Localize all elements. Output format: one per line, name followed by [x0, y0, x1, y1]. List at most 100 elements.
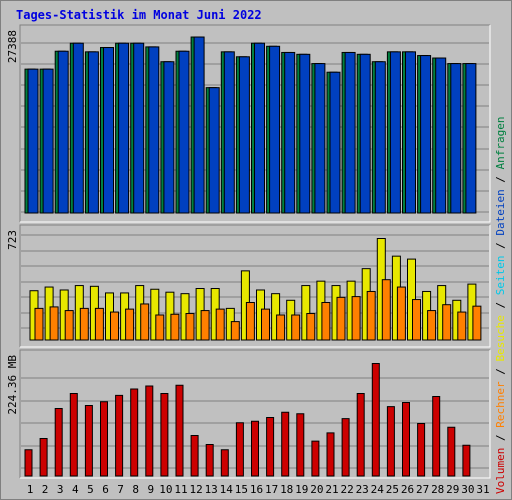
bar-volumen-day-23 [356, 393, 365, 477]
bar-volumen-day-27 [417, 423, 426, 477]
x-tick-label-day-19: 19 [295, 483, 308, 496]
bar-dateien-day-14 [223, 51, 235, 214]
bar-rechner-day-2 [49, 306, 59, 341]
bar-dateien-day-10 [163, 61, 175, 214]
bar-rechner-day-18 [291, 314, 301, 341]
bar-dateien-day-23 [359, 53, 371, 214]
bar-dateien-day-5 [87, 51, 99, 214]
bar-dateien-day-18 [284, 51, 296, 214]
bar-rechner-day-19 [306, 313, 316, 341]
x-tick-label-day-11: 11 [174, 483, 187, 496]
bar-rechner-day-22 [351, 296, 361, 341]
bar-volumen-day-25 [386, 406, 395, 477]
y-value-label-middle: 723 [6, 230, 19, 250]
bar-rechner-day-9 [155, 314, 165, 341]
bar-rechner-day-13 [215, 308, 225, 341]
panel-top-highlight [20, 25, 491, 223]
bar-dateien-day-19 [299, 53, 311, 214]
bar-dateien-day-8 [133, 42, 145, 214]
bar-rechner-day-1 [34, 307, 44, 341]
bar-volumen-day-14 [220, 449, 229, 477]
x-tick-label-day-14: 14 [220, 483, 234, 496]
bar-volumen-day-7 [115, 394, 124, 477]
x-tick-label-day-22: 22 [340, 483, 353, 496]
bar-volumen-day-3 [54, 408, 63, 477]
bar-rechner-day-14 [230, 321, 240, 341]
bar-dateien-day-29 [450, 63, 462, 214]
bar-rechner-day-3 [64, 310, 74, 341]
bar-dateien-day-3 [57, 50, 69, 214]
x-tick-label-day-5: 5 [87, 483, 94, 496]
bar-volumen-day-4 [69, 393, 78, 477]
panel-middle-highlight [20, 225, 491, 348]
bar-dateien-day-9 [148, 46, 160, 214]
panel-top-shadow [19, 24, 490, 222]
bar-dateien-day-25 [389, 51, 401, 214]
bar-rechner-day-21 [336, 296, 346, 341]
bar-volumen-day-16 [251, 420, 259, 477]
x-tick-label-day-1: 1 [27, 483, 34, 496]
bar-volumen-day-21 [326, 432, 335, 477]
chart-title: Tages-Statistik im Monat Juni 2022 [16, 8, 262, 22]
legend-item-volumen: Volumen [494, 448, 507, 494]
bar-dateien-day-7 [118, 42, 130, 214]
bar-dateien-day-21 [329, 71, 341, 214]
legend-separator: / [494, 169, 507, 189]
bar-volumen-day-18 [281, 411, 290, 477]
bar-besuche-day-19 [301, 285, 311, 341]
bar-volumen-day-29 [447, 426, 456, 477]
bar-dateien-day-15 [238, 56, 250, 214]
x-tick-label-day-20: 20 [310, 483, 323, 496]
bar-volumen-day-17 [266, 417, 275, 477]
x-tick-label-day-3: 3 [57, 483, 64, 496]
bar-dateien-day-20 [314, 63, 326, 214]
bar-rechner-day-11 [185, 313, 195, 341]
bar-dateien-day-4 [72, 42, 84, 214]
bar-dateien-day-17 [269, 45, 281, 214]
legend-separator: / [494, 428, 507, 448]
bar-rechner-day-26 [412, 299, 421, 341]
bar-volumen-day-9 [145, 385, 154, 477]
legend-separator: / [494, 362, 507, 382]
bar-volumen-day-24 [371, 363, 380, 477]
bar-rechner-day-17 [276, 314, 286, 341]
legend-separator: / [494, 295, 507, 315]
bar-dateien-day-24 [374, 61, 386, 214]
x-tick-label-day-4: 4 [72, 483, 79, 496]
x-tick-label-day-15: 15 [235, 483, 248, 496]
bar-volumen-day-5 [84, 405, 93, 477]
bar-dateien-day-16 [254, 42, 265, 214]
x-tick-label-day-8: 8 [132, 483, 139, 496]
bar-dateien-day-11 [178, 50, 190, 214]
panel-bottom-shadow [19, 349, 490, 478]
bar-dateien-day-12 [193, 36, 205, 214]
x-tick-label-day-9: 9 [147, 483, 154, 496]
bar-dateien-day-27 [420, 55, 432, 214]
x-tick-label-day-18: 18 [280, 483, 293, 496]
bar-rechner-day-10 [170, 313, 180, 341]
bar-rechner-day-27 [427, 310, 437, 341]
y-value-label-top: 27388 [6, 30, 19, 63]
x-tick-label-day-12: 12 [189, 483, 202, 496]
bar-volumen-day-26 [402, 402, 410, 477]
legend-item-dateien: Dateien [494, 189, 507, 235]
bar-rechner-day-29 [457, 311, 467, 341]
legend-separator: / [494, 236, 507, 256]
x-tick-label-day-30: 30 [461, 483, 474, 496]
x-tick-label-day-13: 13 [205, 483, 218, 496]
bar-rechner-day-16 [261, 308, 270, 341]
x-tick-label-day-26: 26 [401, 483, 414, 496]
bar-rechner-day-8 [140, 303, 150, 341]
x-tick-label-day-31: 31 [476, 483, 489, 496]
legend-item-anfragen: Anfragen [494, 116, 507, 169]
bar-volumen-day-6 [100, 401, 108, 477]
bar-rechner-day-23 [366, 290, 376, 341]
bar-dateien-day-13 [208, 87, 220, 214]
y-value-label-bottom: 224.36 MB [6, 355, 19, 415]
bar-dateien-day-2 [42, 68, 54, 214]
bar-rechner-day-30 [472, 305, 482, 341]
bar-volumen-day-30 [462, 444, 471, 477]
bar-volumen-day-12 [190, 435, 199, 477]
bar-volumen-day-8 [130, 388, 139, 477]
